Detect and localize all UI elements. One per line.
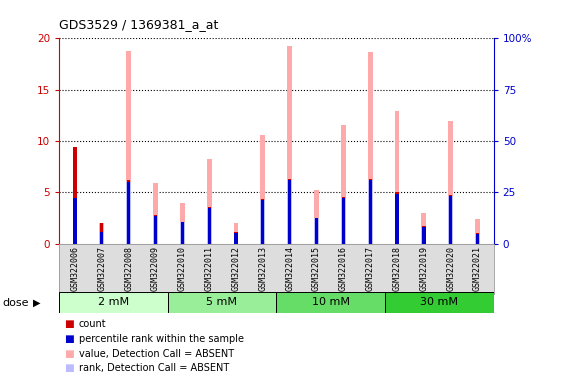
- Text: GSM322015: GSM322015: [312, 247, 321, 291]
- Bar: [127, 182, 130, 244]
- Bar: [287, 46, 292, 244]
- Text: GSM322020: GSM322020: [446, 247, 455, 291]
- Bar: [126, 51, 131, 244]
- Bar: [288, 179, 291, 244]
- Text: GSM322013: GSM322013: [259, 247, 268, 291]
- Bar: [476, 233, 479, 244]
- Text: rank, Detection Call = ABSENT: rank, Detection Call = ABSENT: [79, 363, 229, 373]
- Bar: [233, 233, 238, 244]
- Text: GSM322011: GSM322011: [205, 247, 214, 291]
- Bar: [396, 194, 399, 244]
- Text: 30 mM: 30 mM: [420, 297, 458, 308]
- Bar: [448, 195, 453, 244]
- Bar: [421, 213, 426, 244]
- Text: dose: dose: [3, 298, 29, 308]
- Text: ■: ■: [65, 349, 74, 359]
- Bar: [73, 147, 77, 244]
- Bar: [234, 233, 238, 244]
- Bar: [342, 198, 345, 244]
- Text: GSM322021: GSM322021: [473, 247, 482, 291]
- Bar: [72, 147, 77, 244]
- Bar: [342, 197, 345, 244]
- Text: GSM322010: GSM322010: [178, 247, 187, 291]
- Bar: [475, 233, 480, 244]
- Text: ■: ■: [65, 319, 74, 329]
- Bar: [168, 292, 276, 313]
- Bar: [180, 203, 185, 244]
- Bar: [449, 195, 452, 244]
- Bar: [127, 180, 130, 244]
- Bar: [260, 200, 265, 244]
- Bar: [100, 223, 103, 244]
- Bar: [73, 198, 77, 244]
- Text: GSM322006: GSM322006: [71, 247, 80, 291]
- Text: GSM322016: GSM322016: [339, 247, 348, 291]
- Bar: [208, 208, 211, 244]
- Text: value, Detection Call = ABSENT: value, Detection Call = ABSENT: [79, 349, 234, 359]
- Bar: [261, 199, 264, 244]
- Bar: [181, 222, 184, 244]
- Bar: [422, 227, 425, 244]
- Bar: [315, 218, 318, 244]
- Bar: [396, 192, 399, 244]
- Bar: [233, 223, 238, 244]
- Bar: [59, 292, 168, 313]
- Text: GDS3529 / 1369381_a_at: GDS3529 / 1369381_a_at: [59, 18, 218, 31]
- Bar: [99, 223, 104, 244]
- Bar: [276, 292, 385, 313]
- Bar: [314, 190, 319, 244]
- Text: ■: ■: [65, 363, 74, 373]
- Text: GSM322008: GSM322008: [124, 247, 133, 291]
- Bar: [369, 179, 372, 244]
- Bar: [99, 232, 104, 244]
- Bar: [369, 180, 372, 244]
- Bar: [341, 198, 346, 244]
- Bar: [368, 52, 373, 244]
- Bar: [287, 180, 292, 244]
- Bar: [315, 218, 318, 244]
- Bar: [394, 194, 399, 244]
- Bar: [234, 232, 238, 244]
- Bar: [180, 222, 185, 244]
- Bar: [100, 232, 103, 244]
- Bar: [385, 292, 494, 313]
- Text: 2 mM: 2 mM: [98, 297, 129, 308]
- Bar: [288, 180, 291, 244]
- Bar: [448, 121, 453, 244]
- Text: GSM322014: GSM322014: [285, 247, 294, 291]
- Text: ▶: ▶: [33, 298, 40, 308]
- Bar: [207, 159, 211, 244]
- Text: ■: ■: [65, 334, 74, 344]
- Bar: [72, 198, 77, 244]
- Bar: [475, 219, 480, 244]
- Text: 10 mM: 10 mM: [312, 297, 350, 308]
- Text: GSM322009: GSM322009: [151, 247, 160, 291]
- Bar: [394, 111, 399, 244]
- Text: count: count: [79, 319, 106, 329]
- Bar: [208, 207, 211, 244]
- Bar: [126, 182, 131, 244]
- Bar: [181, 222, 184, 244]
- Bar: [153, 216, 158, 244]
- Text: GSM322017: GSM322017: [366, 247, 375, 291]
- Text: GSM322018: GSM322018: [393, 247, 402, 291]
- Bar: [341, 125, 346, 244]
- Text: 5 mM: 5 mM: [206, 297, 237, 308]
- Bar: [421, 227, 426, 244]
- Bar: [260, 135, 265, 244]
- Bar: [476, 233, 479, 244]
- Bar: [368, 180, 373, 244]
- Bar: [207, 208, 211, 244]
- Bar: [154, 215, 157, 244]
- Bar: [261, 200, 264, 244]
- Bar: [154, 216, 157, 244]
- Text: GSM322007: GSM322007: [98, 247, 107, 291]
- Bar: [314, 218, 319, 244]
- Bar: [422, 227, 425, 244]
- Text: percentile rank within the sample: percentile rank within the sample: [79, 334, 243, 344]
- Text: GSM322019: GSM322019: [420, 247, 429, 291]
- Bar: [153, 183, 158, 244]
- Bar: [449, 195, 452, 244]
- Text: GSM322012: GSM322012: [232, 247, 241, 291]
